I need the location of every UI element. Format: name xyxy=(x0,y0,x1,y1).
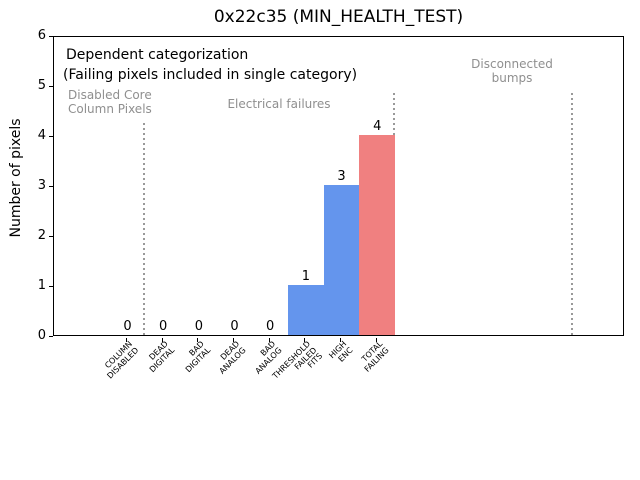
x-tick-mark xyxy=(161,337,163,342)
value-label: 4 xyxy=(373,119,382,134)
x-tick-mark xyxy=(375,337,377,342)
value-label: 1 xyxy=(301,269,310,284)
region-label-disabled-core: Disabled Core Column Pixels xyxy=(68,88,152,116)
bar-total-failing: 4 xyxy=(359,120,396,335)
x-tick-mark xyxy=(197,337,199,342)
x-tick-label: TOTAL FAILING xyxy=(359,339,390,374)
x-tick-label: DEAD DIGITAL xyxy=(147,339,176,374)
y-tick-mark xyxy=(49,85,53,87)
y-tick-mark xyxy=(49,135,53,137)
value-label: 0 xyxy=(159,319,168,334)
x-tick-mark xyxy=(126,337,127,342)
y-tick-label: 2 xyxy=(37,228,46,243)
note-failing-pixels: (Failing pixels included in single categ… xyxy=(63,67,358,83)
value-label: 0 xyxy=(123,319,132,334)
y-tick-mark xyxy=(49,185,53,187)
y-tick-label: 4 xyxy=(37,128,46,143)
value-label: 3 xyxy=(337,169,346,184)
value-label: 0 xyxy=(266,319,275,334)
separator-line-disabled-core xyxy=(143,123,145,337)
x-tick-label: COLUMN DISABLED xyxy=(103,339,141,381)
x-tick-mark xyxy=(268,337,270,342)
y-tick-label: 3 xyxy=(37,178,46,193)
x-tick-mark xyxy=(340,337,342,342)
value-label: 0 xyxy=(230,319,239,334)
y-tick-label: 5 xyxy=(37,78,46,93)
y-tick-mark xyxy=(49,285,53,287)
bar-threshold-failed-fits: 1 xyxy=(288,270,324,335)
region-label-disconnected-bumps: Disconnected bumps xyxy=(471,57,553,85)
x-tick-mark xyxy=(304,337,306,342)
note-dependent-categorization: Dependent categorization xyxy=(66,47,249,63)
region-label-electrical-failures: Electrical failures xyxy=(227,97,331,111)
y-tick-label: 1 xyxy=(37,278,46,293)
x-tick-mark xyxy=(233,337,235,342)
y-tick-mark xyxy=(49,35,53,37)
plot-area: 0 0 0 0 0 1 3 4 Dependent categorization… xyxy=(53,36,624,337)
y-tick-label: 6 xyxy=(37,28,46,43)
bar-high-enc: 3 xyxy=(323,170,360,335)
y-tick-label: 0 xyxy=(37,328,46,343)
y-tick-mark xyxy=(49,235,53,237)
x-tick-label: HIGH ENC xyxy=(327,339,355,364)
y-tick-mark xyxy=(49,335,53,337)
x-tick-label: BAD DIGITAL xyxy=(183,339,212,374)
chart-title: 0x22c35 (MIN_HEALTH_TEST) xyxy=(213,7,464,27)
separator-line-disconnected xyxy=(571,93,573,337)
value-label: 0 xyxy=(194,319,203,334)
x-tick-label: DEAD ANALOG xyxy=(217,339,248,376)
